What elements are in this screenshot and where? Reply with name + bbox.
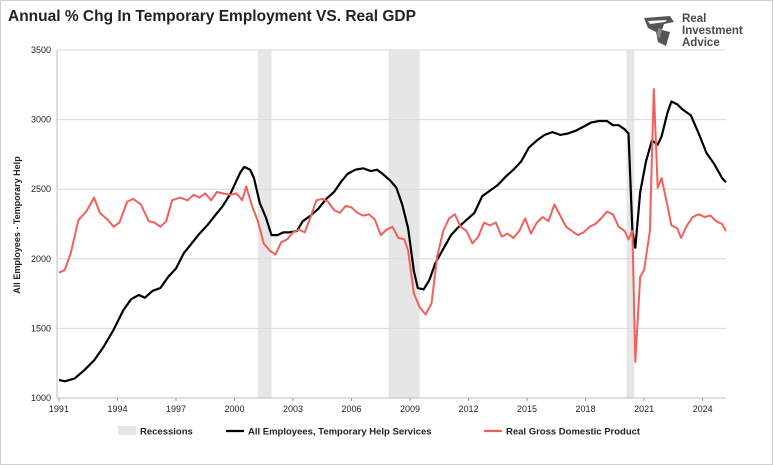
- axes: [56, 50, 726, 399]
- legend: Recessions All Employees, Temporary Help …: [118, 426, 641, 438]
- legend-label-2: Real Gross Domestic Product: [506, 427, 641, 438]
- brand-logo: Real Investment Advice: [640, 12, 765, 52]
- recession-band-2: [626, 50, 635, 398]
- x-tick-labels: 1991 1994 1997 2000 2003 2006 2009 2012 2015 2018…: [49, 398, 713, 414]
- x-tick-2003: 2003: [283, 404, 303, 414]
- x-tick-1991: 1991: [49, 404, 69, 414]
- x-tick-2018: 2018: [576, 404, 596, 414]
- series-line-1: [58, 88, 727, 363]
- recession-band-0: [257, 50, 272, 398]
- chart-title: Annual % Chg In Temporary Employment VS.…: [8, 8, 416, 25]
- logo-line-1: Real: [682, 13, 707, 25]
- x-tick-2009: 2009: [400, 404, 420, 414]
- x-tick-2015: 2015: [517, 404, 537, 414]
- x-tick-1994: 1994: [107, 404, 127, 414]
- logo-line-3: Advice: [682, 37, 720, 49]
- x-tick-2000: 2000: [224, 404, 244, 414]
- x-tick-2012: 2012: [459, 404, 479, 414]
- helmet-logo-icon: [644, 16, 674, 46]
- y-tick-3500: 3500: [31, 45, 51, 55]
- x-tick-1997: 1997: [166, 404, 186, 414]
- y-tick-1000: 1000: [31, 393, 51, 403]
- recession-band-1: [388, 50, 420, 398]
- y-tick-2000: 2000: [31, 254, 51, 264]
- legend-swatch-0: [118, 426, 136, 435]
- series-lines: [58, 88, 727, 383]
- y-tick-labels: 1000 1500 2000 2500 3000 3500: [31, 45, 51, 403]
- logo-line-2: Investment: [682, 25, 743, 37]
- y-tick-1500: 1500: [31, 323, 51, 333]
- legend-label-1: All Employees, Temporary Help Services: [248, 427, 432, 438]
- y-tick-3000: 3000: [31, 115, 51, 125]
- x-tick-2021: 2021: [634, 404, 654, 414]
- recession-bands: [257, 50, 635, 398]
- x-tick-2024: 2024: [693, 404, 713, 414]
- y-tick-2500: 2500: [31, 184, 51, 194]
- x-tick-2006: 2006: [342, 404, 362, 414]
- legend-label-0: Recessions: [140, 427, 193, 438]
- y-axis-label: All Employees - Temporary Help: [12, 156, 22, 294]
- series-line-0: [58, 100, 727, 383]
